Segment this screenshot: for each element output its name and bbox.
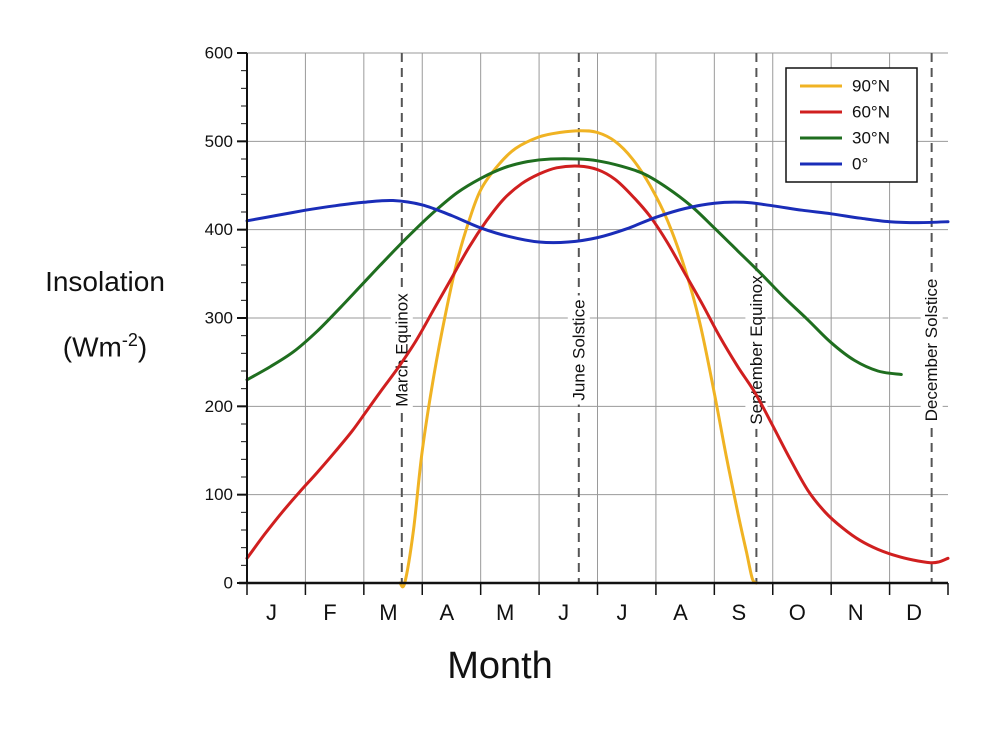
- legend: 90°N 60°N 30°N 0°: [785, 67, 918, 183]
- month-label: J: [266, 600, 277, 625]
- month-label: M: [496, 600, 514, 625]
- month-label: D: [906, 600, 922, 625]
- series-line-3: [245, 198, 950, 245]
- y-axis-label: Insolation: [45, 266, 165, 297]
- y-tick-label: 500: [205, 132, 233, 151]
- series-line-2: [245, 157, 903, 382]
- y-tick-label: 300: [205, 309, 233, 328]
- y-axis-unit-suffix: ): [137, 331, 148, 363]
- month-label: N: [848, 600, 864, 625]
- y-axis-unit: (Wm-2): [20, 330, 190, 363]
- y-axis-unit-exponent: -2: [121, 330, 138, 350]
- event-label-bg: [390, 289, 413, 411]
- month-label: A: [673, 600, 688, 625]
- legend-label: 30°N: [852, 129, 890, 148]
- event-label: June Solstice: [569, 299, 588, 400]
- event-markers: March Equinox June Solstice September Equi…: [390, 53, 943, 583]
- y-axis-unit-prefix: (Wm: [62, 331, 122, 363]
- series-line-0: [398, 129, 758, 589]
- series-lines: [245, 129, 950, 589]
- month-label: J: [617, 600, 628, 625]
- legend-label: 0°: [852, 155, 868, 174]
- x-axis-label: Month: [447, 645, 553, 687]
- month-label: J: [558, 600, 569, 625]
- series-line-1: [245, 164, 950, 565]
- grid-lines: [247, 52, 948, 583]
- y-tick-label: 100: [205, 485, 233, 504]
- y-tick-label: 200: [205, 397, 233, 416]
- event-label: September Equinox: [747, 275, 766, 425]
- event-label: December Solstice: [922, 279, 941, 422]
- legend-label: 60°N: [852, 103, 890, 122]
- y-tick-label: 600: [205, 44, 233, 63]
- event-label-bg: [745, 271, 768, 429]
- month-label: O: [789, 600, 806, 625]
- event-label-bg: [920, 274, 943, 426]
- event-label: March Equinox: [392, 293, 411, 407]
- event-label-bg: [567, 295, 590, 405]
- legend-label: 90°N: [852, 77, 890, 96]
- month-label: F: [323, 600, 336, 625]
- y-tick-label: 0: [224, 574, 233, 593]
- month-label: M: [379, 600, 397, 625]
- axes: 0 100 200 300 400 500 600 J F M A M J J A S O N D: [205, 44, 949, 625]
- month-label: S: [732, 600, 747, 625]
- month-label: A: [439, 600, 454, 625]
- y-tick-label: 400: [205, 220, 233, 239]
